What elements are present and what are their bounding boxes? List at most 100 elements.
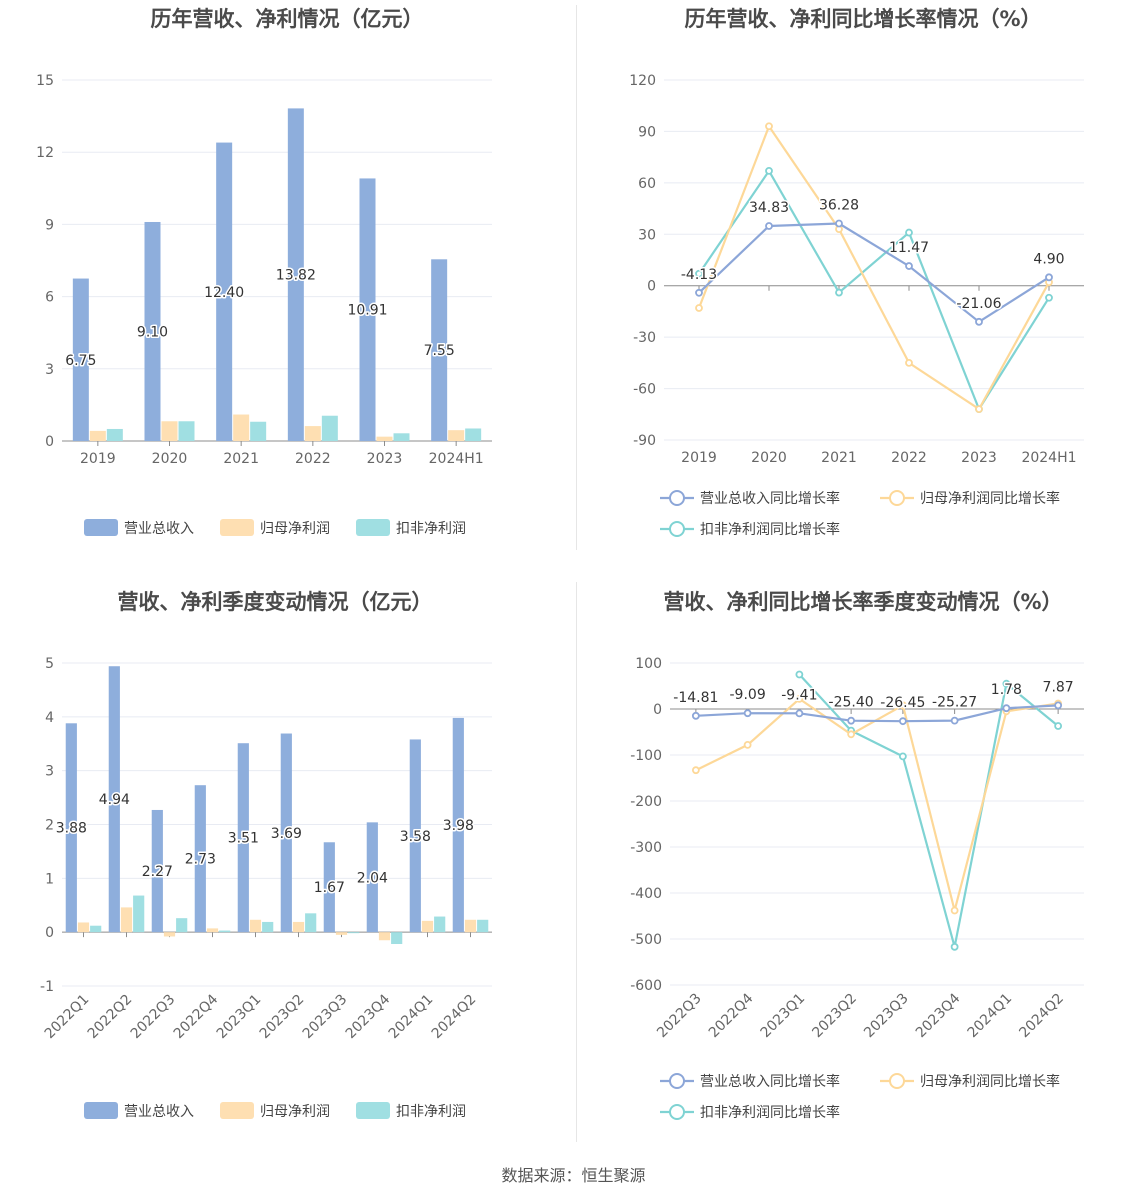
- y-tick-label: 9: [45, 217, 54, 233]
- bar-net-profit: [249, 919, 262, 933]
- data-label: -21.06: [956, 296, 1001, 312]
- quarterly-growth-panel: 营收、净利同比增长率季度变动情况（%） 100 0 -100 -200 -300 -400…: [574, 575, 1147, 1150]
- x-tick-label: 2022Q1: [42, 992, 93, 1043]
- y-tick-label: 30: [638, 227, 656, 243]
- series-point: [691, 766, 700, 775]
- series-point: [905, 228, 913, 237]
- series-point: [950, 942, 959, 951]
- series-point: [765, 222, 773, 230]
- y-tick-label: 2: [45, 818, 54, 834]
- x-tick-label: 2024Q2: [429, 992, 480, 1043]
- bar-revenue: [108, 666, 120, 933]
- data-label: 3.51: [228, 831, 259, 847]
- x-tick-label: 2023Q1: [214, 992, 265, 1043]
- legend-label: 营业总收入同比增长率: [700, 490, 840, 507]
- y-tick-label: 12: [36, 145, 54, 161]
- bar-net-profit: [421, 920, 434, 933]
- data-label: 3.98: [443, 818, 474, 834]
- bar-deducted-profit: [178, 421, 195, 441]
- data-label: -26.45: [880, 695, 925, 711]
- x-tick-label: 2023Q2: [257, 992, 308, 1043]
- data-label: 2.27: [142, 864, 173, 880]
- x-tick-label: 2024H1: [429, 451, 484, 467]
- x-tick-label: 2023Q4: [913, 990, 964, 1041]
- bar-revenue: [452, 717, 464, 933]
- legend-label: 归母净利润同比增长率: [920, 490, 1060, 507]
- data-label: 1.78: [991, 682, 1022, 698]
- legend-swatch: [356, 1102, 390, 1119]
- y-tick-label: -100: [630, 748, 662, 764]
- legend-marker: [889, 490, 905, 506]
- legend-label: 扣非净利润同比增长率: [700, 1104, 840, 1121]
- series-point: [905, 358, 913, 367]
- series-point: [1002, 704, 1011, 713]
- series-line-net-profit: [697, 123, 1050, 411]
- y-tick-label: 0: [45, 925, 54, 941]
- data-label: 6.75: [65, 353, 96, 369]
- y-tick-label: -400: [630, 886, 662, 902]
- bar-net-profit: [163, 932, 176, 937]
- annual-growth-chart: 历年营收、净利同比增长率情况（%） 120 90 60 30 0 -30 -60 -90 201…: [629, 7, 1084, 538]
- annual-amounts-panel: 历年营收、净利情况（亿元） 15 12 9 6 3 0 2019 2020 2021 2022 20…: [0, 0, 574, 560]
- data-label: -25.27: [932, 695, 977, 711]
- legend-label: 扣非净利润: [396, 1104, 466, 1120]
- bar-revenue: [65, 723, 77, 933]
- legend-marker: [669, 1073, 685, 1089]
- series-point: [695, 304, 703, 312]
- data-label: 3.88: [56, 821, 87, 837]
- x-tick-label: 2024H1: [1021, 450, 1076, 466]
- series-point: [765, 166, 773, 175]
- data-label: 7.87: [1043, 679, 1074, 695]
- series-point: [898, 752, 907, 761]
- bar-deducted-profit: [305, 913, 317, 933]
- x-tick-label: 2022Q4: [706, 990, 757, 1041]
- panel-divider: [576, 582, 577, 1142]
- y-tick-label: -30: [633, 330, 656, 346]
- legend-marker: [669, 521, 685, 537]
- y-tick-label: -300: [630, 840, 662, 856]
- annual-growth-panel: 历年营收、净利同比增长率情况（%） 120 90 60 30 0 -30 -60 -90 201…: [574, 0, 1147, 560]
- legend-swatch: [220, 519, 254, 536]
- bar-revenue: [237, 743, 249, 933]
- y-tick-label: -600: [630, 978, 662, 994]
- bar-revenue: [72, 278, 89, 441]
- x-tick-label: 2022Q4: [171, 991, 222, 1042]
- data-label: -9.09: [730, 687, 766, 703]
- bar-revenue: [144, 221, 161, 441]
- series-line-deducted-profit: [698, 168, 1050, 412]
- series-point: [765, 122, 773, 131]
- series-point: [835, 219, 843, 228]
- bar-deducted-profit: [393, 433, 410, 441]
- bar-net-profit: [206, 928, 219, 933]
- data-label: 12.40: [204, 285, 244, 301]
- data-label: -4.13: [681, 267, 717, 283]
- bar-net-profit: [89, 430, 106, 441]
- series-point: [975, 405, 983, 414]
- bar-net-profit: [77, 922, 90, 933]
- series-line-revenue: [698, 222, 1050, 324]
- legend-label: 归母净利润同比增长率: [920, 1073, 1060, 1090]
- series-point: [1054, 701, 1063, 710]
- legend-label: 营业总收入同比增长率: [700, 1073, 840, 1090]
- x-tick-label: 2023Q1: [758, 991, 809, 1042]
- legend-swatch: [356, 519, 390, 536]
- x-tick-label: 2023Q2: [809, 991, 860, 1042]
- legend-marker: [669, 490, 685, 506]
- x-tick-label: 2024Q1: [965, 991, 1016, 1042]
- y-tick-label: 60: [638, 176, 656, 192]
- bar-deducted-profit: [106, 428, 123, 441]
- data-label: 36.28: [819, 198, 859, 214]
- legend-label: 扣非净利润同比增长率: [700, 521, 840, 538]
- data-label: 3.69: [271, 826, 302, 842]
- bar-deducted-profit: [465, 428, 482, 441]
- bar-revenue: [323, 842, 335, 933]
- x-tick-label: 2019: [80, 451, 116, 467]
- y-tick-label: 6: [45, 290, 54, 306]
- annual-amounts-chart: 历年营收、净利情况（亿元） 15 12 9 6 3 0 2019 2020 2021 2022 20…: [36, 7, 492, 537]
- y-tick-label: -90: [633, 433, 656, 449]
- series-point: [835, 288, 843, 297]
- series-point: [795, 670, 804, 679]
- bar-deducted-profit: [391, 932, 403, 945]
- bar-net-profit: [378, 932, 391, 941]
- bar-deducted-profit: [90, 925, 102, 933]
